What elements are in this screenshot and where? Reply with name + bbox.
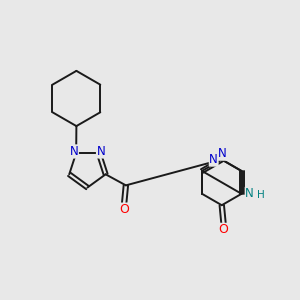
Text: O: O [119, 203, 129, 216]
Text: N: N [245, 187, 254, 200]
Text: N: N [97, 145, 105, 158]
Text: N: N [209, 153, 218, 166]
Text: N: N [70, 145, 78, 158]
Text: O: O [219, 224, 229, 236]
Text: N: N [218, 147, 226, 160]
Text: H: H [256, 190, 264, 200]
